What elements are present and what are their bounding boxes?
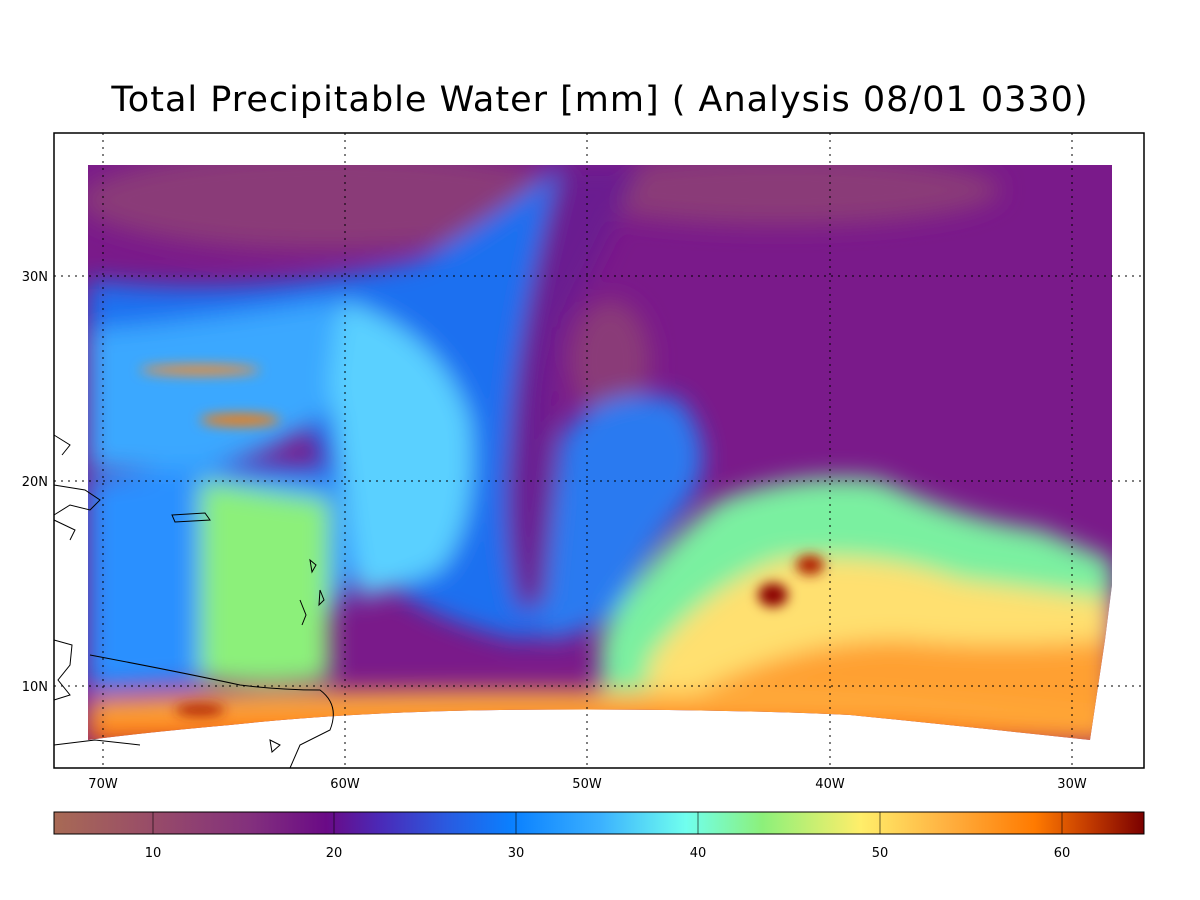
lon-tick-label: 40W xyxy=(815,777,845,792)
colorbar-label: 20 xyxy=(326,846,343,861)
colorbar-label: 30 xyxy=(508,846,525,861)
lon-tick-label: 60W xyxy=(330,777,360,792)
lon-tick-label: 70W xyxy=(88,777,118,792)
colorbar-label: 60 xyxy=(1054,846,1071,861)
map-frame xyxy=(53,132,1145,769)
colorbar-label: 10 xyxy=(145,846,162,861)
latitude-labels: 30N 20N 10N xyxy=(22,270,48,695)
lat-tick-label: 20N xyxy=(22,475,48,490)
colorbar xyxy=(53,811,1145,835)
graticule xyxy=(54,133,1144,768)
coastlines xyxy=(53,434,334,769)
colorbar-labels: 10 20 30 40 50 60 xyxy=(145,812,1071,861)
water-vapor-field xyxy=(88,165,1112,740)
colorbar-label: 50 xyxy=(872,846,889,861)
lon-tick-label: 30W xyxy=(1057,777,1087,792)
longitude-labels: 70W 60W 50W 40W 30W xyxy=(88,777,1087,792)
map-title: Total Precipitable Water [mm] ( Analysis… xyxy=(111,80,1089,120)
colorbar-label: 40 xyxy=(690,846,707,861)
lat-tick-label: 30N xyxy=(22,270,48,285)
lat-tick-label: 10N xyxy=(22,680,48,695)
lon-tick-label: 50W xyxy=(572,777,602,792)
